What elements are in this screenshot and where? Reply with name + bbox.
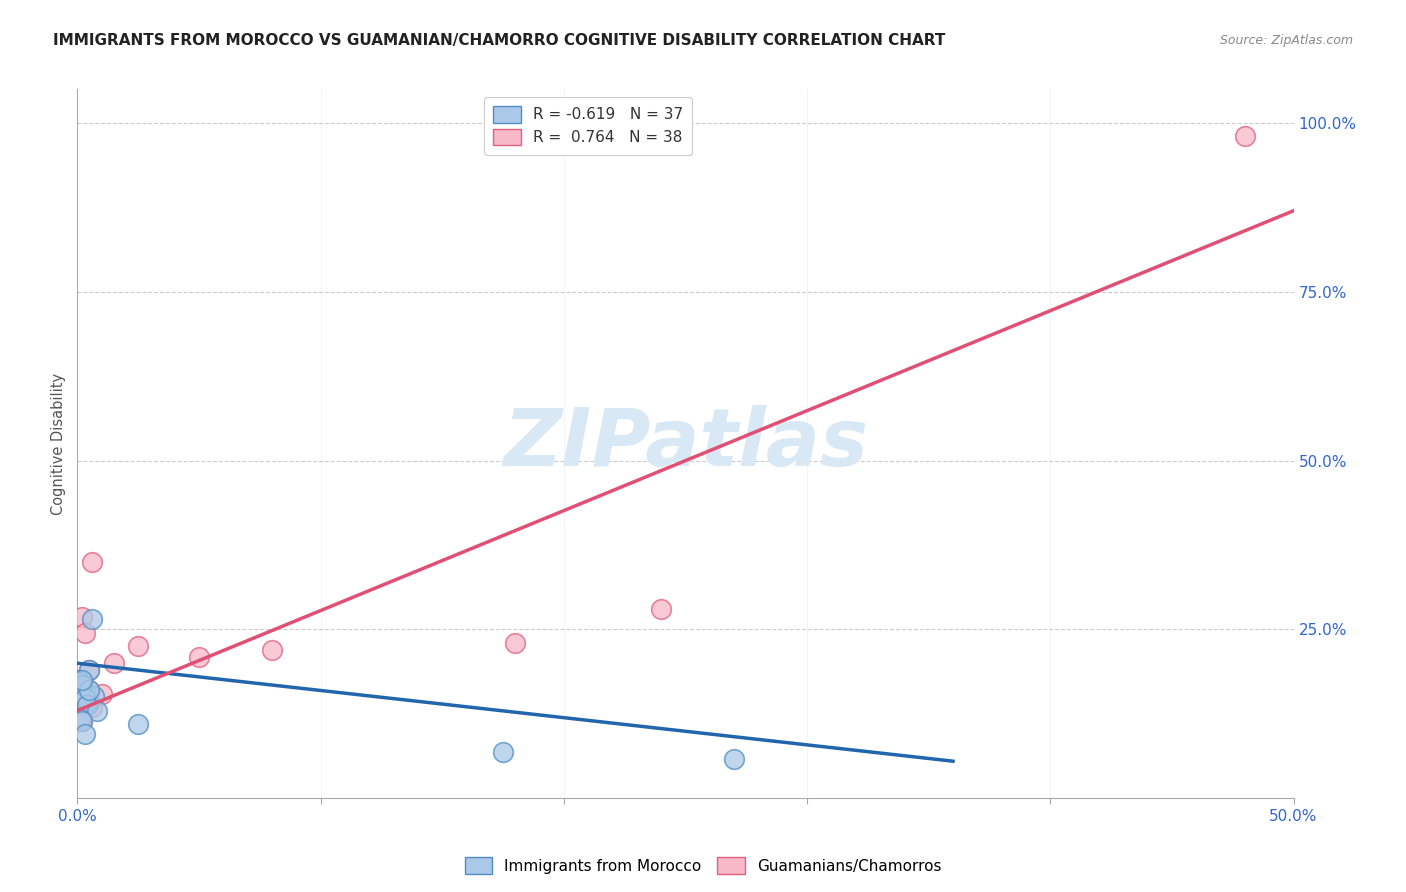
Point xyxy=(69,673,91,687)
Point xyxy=(70,714,93,728)
Point xyxy=(76,693,98,707)
Point xyxy=(70,673,93,687)
Point xyxy=(80,555,103,569)
Point xyxy=(70,678,93,692)
Point xyxy=(73,698,96,713)
Point xyxy=(70,610,93,624)
Point xyxy=(650,602,672,616)
Point xyxy=(80,700,103,714)
Point xyxy=(76,693,98,707)
Text: Source: ZipAtlas.com: Source: ZipAtlas.com xyxy=(1219,34,1353,46)
Point xyxy=(70,681,93,696)
Point xyxy=(69,675,91,690)
Point xyxy=(70,689,93,703)
Point xyxy=(70,691,93,706)
Point xyxy=(69,712,91,726)
Point xyxy=(492,746,515,760)
Point xyxy=(69,687,91,701)
Point xyxy=(79,683,101,698)
Point xyxy=(79,683,101,698)
Point xyxy=(69,673,91,687)
Text: ZIPatlas: ZIPatlas xyxy=(503,405,868,483)
Point xyxy=(73,727,96,741)
Point xyxy=(76,691,98,706)
Point xyxy=(76,698,98,713)
Point xyxy=(127,640,149,654)
Point xyxy=(70,683,93,698)
Point xyxy=(70,678,93,692)
Point xyxy=(70,683,93,698)
Point xyxy=(79,695,101,709)
Point xyxy=(70,691,93,706)
Point xyxy=(503,636,526,650)
Point xyxy=(70,678,93,692)
Point xyxy=(83,689,105,703)
Point xyxy=(73,698,96,713)
Point xyxy=(103,657,125,671)
Point xyxy=(69,687,91,701)
Point xyxy=(70,678,93,692)
Point xyxy=(69,687,91,701)
Point xyxy=(69,687,91,701)
Point xyxy=(73,697,96,711)
Point xyxy=(69,675,91,690)
Point xyxy=(79,695,101,709)
Point xyxy=(69,687,91,701)
Point xyxy=(73,626,96,640)
Legend: R = -0.619   N = 37, R =  0.764   N = 38: R = -0.619 N = 37, R = 0.764 N = 38 xyxy=(484,97,692,154)
Point xyxy=(76,698,98,713)
Point xyxy=(127,717,149,731)
Point xyxy=(73,684,96,698)
Point xyxy=(188,649,211,664)
Point xyxy=(70,681,93,696)
Point xyxy=(69,687,91,701)
Point xyxy=(70,714,93,728)
Point xyxy=(69,687,91,701)
Point xyxy=(86,704,108,718)
Point xyxy=(73,697,96,711)
Point xyxy=(73,693,96,707)
Point xyxy=(73,690,96,704)
Point xyxy=(70,693,93,707)
Text: IMMIGRANTS FROM MOROCCO VS GUAMANIAN/CHAMORRO COGNITIVE DISABILITY CORRELATION C: IMMIGRANTS FROM MOROCCO VS GUAMANIAN/CHA… xyxy=(53,33,946,47)
Point xyxy=(80,612,103,626)
Point xyxy=(73,691,96,706)
Point xyxy=(73,684,96,698)
Point xyxy=(70,678,93,692)
Y-axis label: Cognitive Disability: Cognitive Disability xyxy=(51,373,66,515)
Point xyxy=(723,752,745,766)
Point xyxy=(73,695,96,709)
Legend: Immigrants from Morocco, Guamanians/Chamorros: Immigrants from Morocco, Guamanians/Cham… xyxy=(458,851,948,880)
Point xyxy=(79,663,101,677)
Point xyxy=(1233,129,1256,144)
Point xyxy=(76,693,98,707)
Point xyxy=(73,687,96,701)
Point xyxy=(69,687,91,701)
Point xyxy=(76,693,98,707)
Point xyxy=(73,690,96,704)
Point xyxy=(79,663,101,677)
Point xyxy=(260,642,283,657)
Point xyxy=(90,687,112,701)
Point xyxy=(73,691,96,706)
Point xyxy=(76,691,98,706)
